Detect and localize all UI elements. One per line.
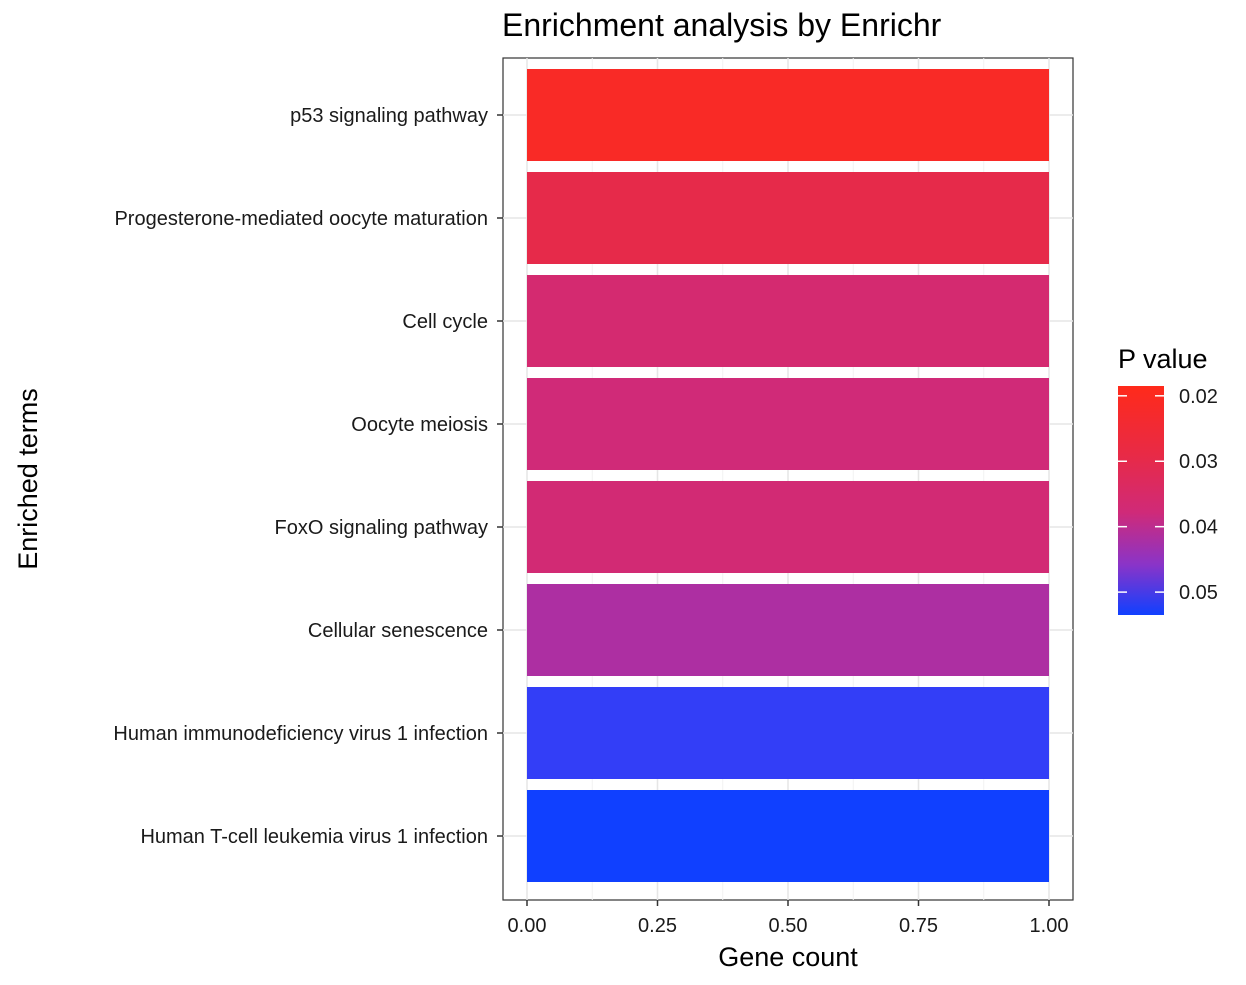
bar bbox=[527, 790, 1049, 882]
bar bbox=[527, 584, 1049, 676]
y-axis-label: Enriched terms bbox=[13, 388, 43, 570]
y-tick-label: Oocyte meiosis bbox=[351, 414, 488, 436]
x-tick-label: 1.00 bbox=[1030, 915, 1069, 937]
y-tick-label: p53 signaling pathway bbox=[290, 105, 488, 127]
legend-ticks: 0.02 0.03 0.04 0.05 bbox=[1118, 386, 1218, 604]
legend-title: P value bbox=[1118, 344, 1208, 374]
y-tick-label: FoxO signaling pathway bbox=[275, 517, 488, 539]
x-axis: 0.00 0.25 0.50 0.75 1.00 bbox=[508, 900, 1069, 937]
y-tick-label: Human immunodeficiency virus 1 infection bbox=[113, 723, 488, 745]
legend-tick-label: 0.05 bbox=[1179, 582, 1218, 604]
bars bbox=[527, 69, 1049, 882]
legend-colorbar bbox=[1118, 386, 1164, 615]
legend-tick-label: 0.04 bbox=[1179, 517, 1218, 539]
bar bbox=[527, 275, 1049, 367]
bar bbox=[527, 378, 1049, 470]
x-tick-label: 0.75 bbox=[899, 915, 938, 937]
legend-tick-label: 0.02 bbox=[1179, 386, 1218, 408]
x-tick-label: 0.00 bbox=[508, 915, 547, 937]
bar bbox=[527, 687, 1049, 779]
x-axis-label: Gene count bbox=[718, 942, 858, 972]
x-tick-label: 0.50 bbox=[769, 915, 808, 937]
y-tick-label: Cellular senescence bbox=[308, 620, 488, 642]
bar bbox=[527, 481, 1049, 573]
y-tick-label: Cell cycle bbox=[402, 311, 488, 333]
y-tick-label: Progesterone-mediated oocyte maturation bbox=[114, 208, 488, 230]
bar bbox=[527, 69, 1049, 161]
x-tick-label: 0.25 bbox=[638, 915, 677, 937]
y-axis: p53 signaling pathway Progesterone-mediat… bbox=[113, 105, 503, 848]
chart-title: Enrichment analysis by Enrichr bbox=[502, 7, 942, 43]
legend: P value 0.02 0.03 0.04 0.05 bbox=[1118, 344, 1218, 615]
bar bbox=[527, 172, 1049, 264]
legend-tick-label: 0.03 bbox=[1179, 451, 1218, 473]
y-tick-label: Human T-cell leukemia virus 1 infection bbox=[140, 826, 488, 848]
